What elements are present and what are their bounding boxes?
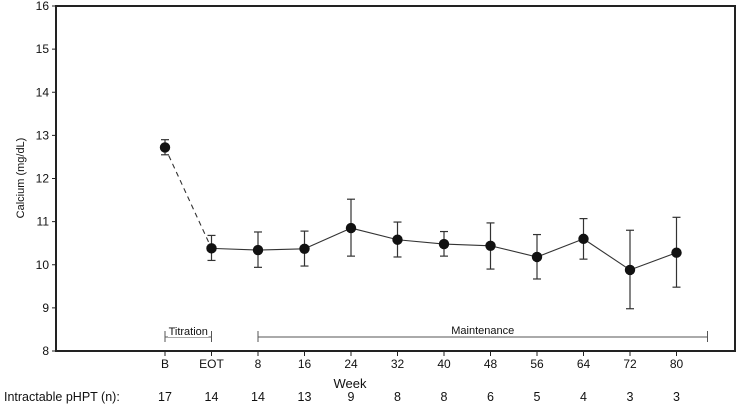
x-tick-label: 24 — [344, 357, 358, 371]
n-value: 14 — [205, 390, 219, 404]
series-line-segment — [257, 248, 305, 251]
data-point — [159, 142, 171, 153]
n-value: 4 — [580, 390, 587, 404]
x-tick-label: EOT — [199, 357, 224, 371]
axes: 8 9 10 11 12 13 14 15 16 B EOT 8 16 24 32 40 48 56 64 72 80 — [36, 0, 736, 371]
y-tick-label: 15 — [36, 42, 50, 56]
x-tick-label: 56 — [530, 357, 544, 371]
y-tick-label: 8 — [42, 344, 49, 358]
series-line-segment — [350, 227, 398, 241]
data-point — [671, 247, 682, 258]
data-point — [252, 244, 264, 256]
y-tick-label: 9 — [42, 301, 49, 315]
n-value: 13 — [298, 390, 312, 404]
n-value: 14 — [251, 390, 265, 404]
n-value: 3 — [627, 390, 634, 404]
x-tick-label: 32 — [391, 357, 405, 371]
series-line-segment — [443, 243, 491, 247]
series-line-segment — [583, 238, 631, 271]
n-value: 9 — [348, 390, 355, 404]
data-point — [531, 251, 543, 263]
data-point — [485, 240, 496, 251]
series-line-segment — [397, 239, 445, 245]
n-row-label: Intractable pHPT (n): — [4, 390, 120, 404]
data-point — [206, 243, 217, 254]
n-row-values: 17 14 14 13 9 8 8 6 5 4 3 3 — [158, 390, 680, 404]
y-tick-label: 11 — [37, 215, 50, 229]
x-tick-label: 48 — [484, 357, 498, 371]
phase-label-bg — [168, 325, 209, 337]
x-axis-label: Week — [334, 376, 367, 391]
data-point — [345, 222, 357, 234]
n-value: 5 — [534, 390, 541, 404]
data-point — [438, 238, 450, 250]
n-value: 3 — [673, 390, 680, 404]
series-line-segment — [536, 238, 584, 258]
y-tick-label: 14 — [36, 85, 50, 99]
n-value: 17 — [158, 390, 172, 404]
data-point — [392, 234, 403, 245]
y-tick-label: 10 — [36, 258, 50, 272]
series-line-segment — [304, 227, 352, 250]
plot-frame — [55, 5, 736, 352]
y-axis-label: Calcium (mg/dL) — [15, 138, 27, 219]
x-tick-label: 16 — [298, 357, 312, 371]
x-tick-label: 72 — [623, 357, 637, 371]
data-point — [299, 243, 310, 254]
x-tick-label: 8 — [255, 357, 262, 371]
x-tick-label: 40 — [437, 357, 451, 371]
series-line-segment — [490, 245, 538, 258]
x-tick-label: 80 — [670, 357, 684, 371]
data-point — [578, 233, 589, 245]
series-line-segment — [164, 147, 212, 249]
phase-label: Maintenance — [451, 325, 514, 337]
n-value: 6 — [487, 390, 494, 404]
x-tick-label: 64 — [577, 357, 591, 371]
series-calcium — [159, 139, 682, 310]
y-tick-label: 16 — [36, 0, 50, 13]
phase-label: Titration — [169, 326, 208, 338]
series-line-segment — [629, 252, 677, 271]
n-value: 8 — [394, 390, 401, 404]
n-value: 8 — [441, 390, 448, 404]
y-tick-label: 12 — [36, 172, 50, 186]
series-line-segment — [211, 247, 259, 251]
data-point — [624, 264, 636, 276]
x-tick-label: B — [161, 357, 169, 371]
y-tick-label: 13 — [36, 128, 50, 142]
phase-brackets: Titration Maintenance — [164, 325, 708, 342]
